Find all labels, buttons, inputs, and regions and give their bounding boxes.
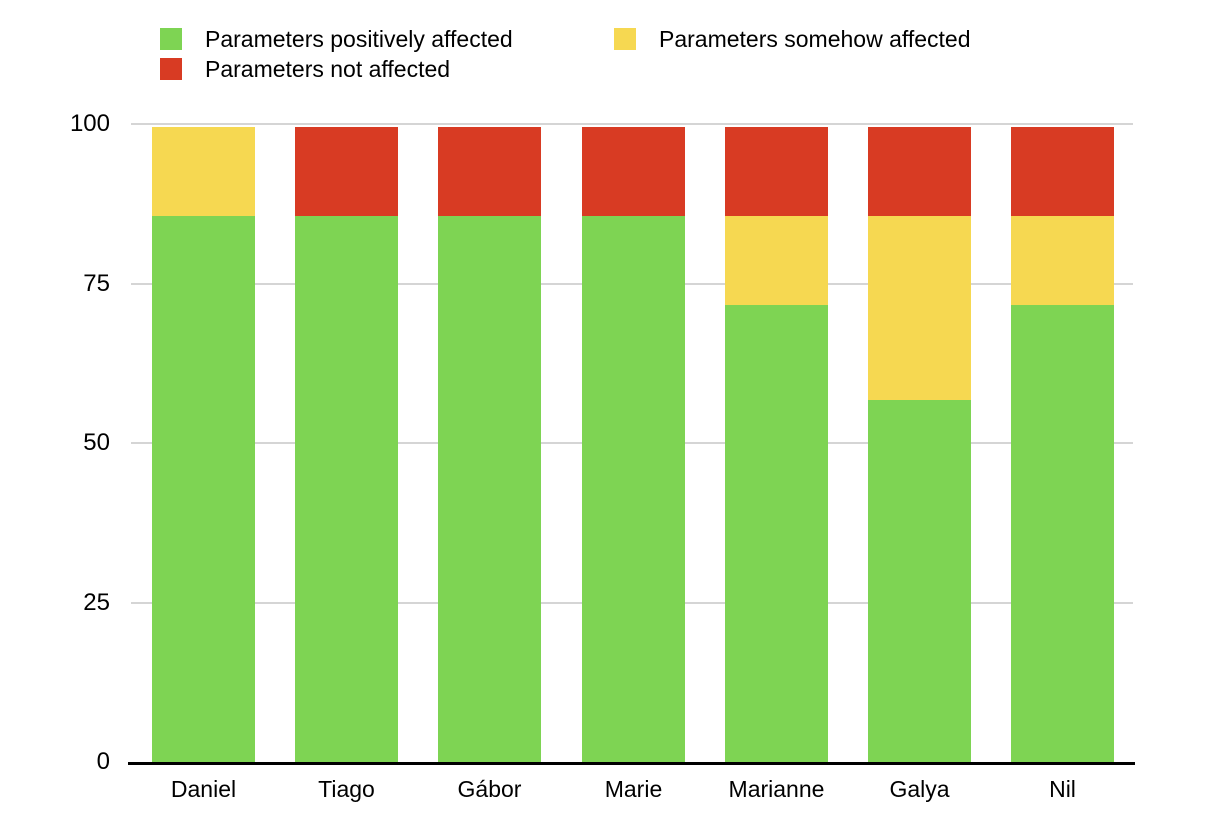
bar-segment-nil-parameters-somehow-affected xyxy=(1011,215,1114,305)
legend-label: Parameters positively affected xyxy=(205,26,513,52)
bar-segment-g-bor-parameters-positively-affected xyxy=(438,215,541,762)
bar-segment-galya-parameters-positively-affected xyxy=(868,400,971,762)
legend-item-parameters-not-affected: Parameters not affected xyxy=(160,54,614,84)
x-axis-label-marianne: Marianne xyxy=(728,776,825,802)
bar-segment-galya-parameters-somehow-affected xyxy=(868,215,971,401)
bar-group-nil xyxy=(1011,127,1114,762)
bar-group-g-bor xyxy=(438,127,541,762)
bar-group-marie xyxy=(582,127,685,762)
legend-item-parameters-somehow-affected: Parameters somehow affected xyxy=(614,24,971,54)
x-axis-label-marie: Marie xyxy=(604,776,663,802)
x-axis-label-tiago: Tiago xyxy=(318,776,375,802)
legend-swatch-parameters-somehow-affected xyxy=(614,28,636,50)
bar-segment-daniel-parameters-somehow-affected xyxy=(152,127,255,216)
x-axis-label-nil: Nil xyxy=(1049,776,1076,802)
bar-segment-marie-parameters-positively-affected xyxy=(582,215,685,762)
legend-swatch-parameters-not-affected xyxy=(160,58,182,80)
bar-group-daniel xyxy=(152,127,255,762)
bar-segment-marianne-parameters-positively-affected xyxy=(725,304,828,762)
y-axis-label-0: 0 xyxy=(96,748,110,775)
gridline-100 xyxy=(131,123,1133,125)
bar-segment-tiago-parameters-not-affected xyxy=(295,127,398,216)
bar-group-galya xyxy=(868,127,971,762)
y-axis-label-100: 100 xyxy=(69,110,110,137)
x-axis-label-g-bor: Gábor xyxy=(457,776,522,802)
y-axis-label-75: 75 xyxy=(83,270,110,297)
legend-label: Parameters not affected xyxy=(205,56,451,82)
x-axis-line xyxy=(128,762,1135,765)
bar-group-marianne xyxy=(725,127,828,762)
y-axis-label-50: 50 xyxy=(83,429,110,456)
bar-segment-marie-parameters-not-affected xyxy=(582,127,685,216)
bar-segment-marianne-parameters-somehow-affected xyxy=(725,215,828,305)
x-axis-label-galya: Galya xyxy=(889,776,950,802)
legend-item-parameters-positively-affected: Parameters positively affected xyxy=(160,24,614,54)
bar-segment-marianne-parameters-not-affected xyxy=(725,127,828,216)
bar-group-tiago xyxy=(295,127,398,762)
y-axis-label-25: 25 xyxy=(83,589,110,616)
bar-segment-galya-parameters-not-affected xyxy=(868,127,971,216)
bar-segment-nil-parameters-positively-affected xyxy=(1011,304,1114,762)
bar-segment-g-bor-parameters-not-affected xyxy=(438,127,541,216)
legend-label: Parameters somehow affected xyxy=(659,26,971,52)
x-axis-label-daniel: Daniel xyxy=(170,776,237,802)
bar-segment-tiago-parameters-positively-affected xyxy=(295,215,398,762)
bar-segment-nil-parameters-not-affected xyxy=(1011,127,1114,216)
bar-segment-daniel-parameters-positively-affected xyxy=(152,215,255,762)
chart-legend: Parameters positively affected Parameters… xyxy=(160,24,971,84)
legend-swatch-parameters-positively-affected xyxy=(160,28,182,50)
